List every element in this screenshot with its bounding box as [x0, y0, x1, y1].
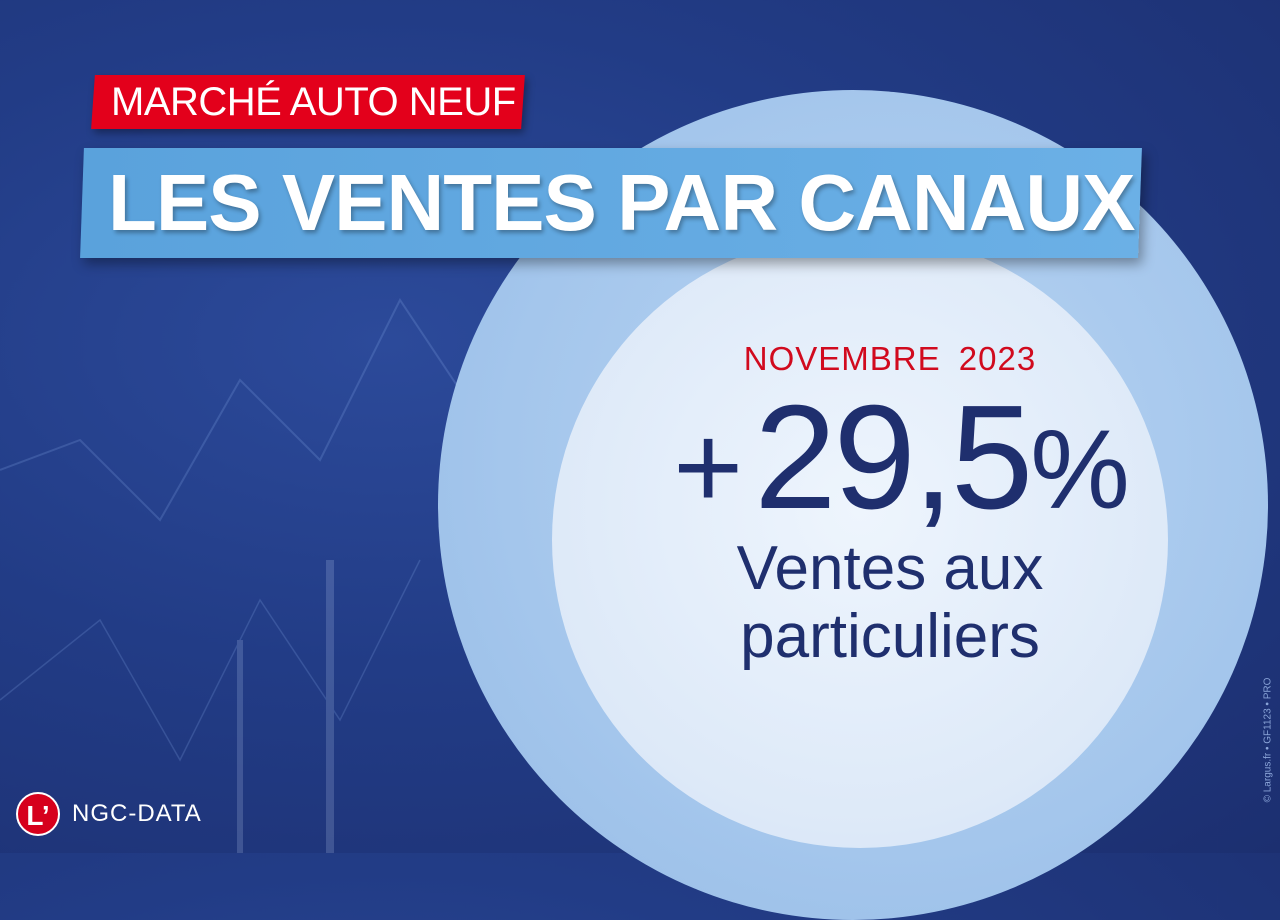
inner-circle — [552, 232, 1168, 848]
category-tag-text: MARCHÉ AUTO NEUF — [111, 80, 516, 124]
figure-sign: + — [673, 400, 743, 534]
category-tag: MARCHÉ AUTO NEUF — [91, 75, 525, 129]
headline-figure: +29,5% — [630, 378, 1170, 550]
figure-unit: % — [1030, 407, 1130, 532]
figure-label-line1: Ventes aux — [736, 534, 1044, 603]
page-title: LES VENTES PAR CANAUX — [108, 158, 1135, 247]
period-label: NOVEMBRE 2023 — [743, 340, 1037, 377]
largus-logo-icon: L’ — [16, 792, 60, 836]
copyright-text: © Largus.fr • GF1123 • PRO — [1262, 677, 1274, 803]
figure-label: Ventes aux particuliers — [640, 535, 1140, 671]
brand-name: NGC-DATA — [72, 800, 202, 827]
title-banner: LES VENTES PAR CANAUX — [80, 148, 1142, 258]
figure-value: 29,5 — [754, 375, 1033, 540]
figure-label-line2: particuliers — [740, 602, 1040, 671]
